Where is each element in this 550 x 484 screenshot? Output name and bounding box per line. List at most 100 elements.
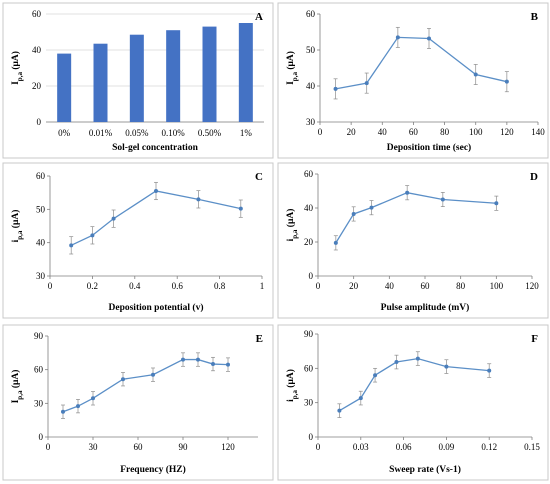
bar [166,30,181,123]
data-point [394,360,399,365]
panel-letter: D [530,171,538,183]
y-tick-label: 40 [32,45,42,55]
bar [238,23,253,122]
x-axis-label: Frequency (HZ) [120,464,186,475]
x-tick-label: 0.12 [481,442,497,452]
x-tick-label: 140 [531,127,545,137]
data-point [61,409,65,414]
x-tick-label: 0 [316,281,321,291]
x-tick-label: 20 [349,281,359,291]
data-point [121,377,125,382]
y-axis-label: ip,a (μA) [285,369,299,402]
data-point [151,372,155,377]
x-tick-label: 0 [46,442,51,452]
x-tick-label: 100 [469,127,483,137]
data-point [427,36,431,41]
data-point [351,211,356,216]
data-point [211,362,215,367]
bar [93,43,108,123]
panel-e: 0 30 60 90 Ip,a (μA) E Frequency (HZ) 0 30 60 90 12… [2,324,274,481]
y-axis-label: Ip,a (μA) [10,370,24,404]
panel-frame [277,324,549,481]
x-tick-label: 0.2 [87,281,98,291]
y-axis-label-unit: (μA) [10,370,21,391]
y-axis-label-main: i [286,399,296,402]
y-tick-label: 60 [32,9,42,19]
panel-letter: C [255,171,263,183]
x-tick-label: 0.03 [353,442,369,452]
panel-letter: E [256,333,263,345]
data-point [473,72,478,77]
panel-frame [277,162,549,319]
data-point [196,197,201,202]
y-axis-label: ip,a (μA) [285,209,299,242]
x-tick-label: 0.50% [198,128,222,138]
x-tick-label: 0.06 [396,442,412,452]
y-axis-label-main: I [286,81,296,85]
y-axis-label-sub: p,a [16,390,24,400]
y-axis-label-main: I [11,399,21,403]
data-point [358,396,363,401]
y-tick-label: 20 [32,81,42,91]
y-axis-label-unit: (μA) [10,51,21,72]
x-tick-label: 0.09 [439,442,455,452]
data-point [369,205,374,210]
x-tick-label: 60 [421,281,431,291]
x-tick-label: 120 [221,442,235,452]
x-tick-label: 80 [456,281,466,291]
y-axis-label: Ip,a (μA) [285,51,299,85]
data-point [154,189,158,193]
x-axis-label: Deposition time (sec) [387,142,471,153]
x-tick-label: 20 [347,127,357,137]
x-tick-label: 0% [58,128,71,138]
bar [202,26,217,123]
panel-f: 0 30 60 90 ip,a (μA) F Sweep rate (Vs-1) 0 0.03 0… [277,324,549,481]
x-tick-label: 80 [440,127,450,137]
panel-letter: A [255,11,263,23]
y-tick-label: 60 [304,363,314,373]
y-axis-label-unit: (μA) [285,51,296,72]
x-tick-label: 0.10% [162,128,186,138]
y-axis-label-sub: p,a [291,72,299,82]
y-tick-label: 20 [304,237,314,247]
y-tick-label: 40 [36,238,46,248]
panel-frame [2,324,274,481]
data-point [333,240,338,245]
panel-letter: B [531,11,539,23]
data-point [405,190,410,195]
y-axis-label: Ip,a (μA) [10,51,24,85]
x-tick-label: 120 [525,281,539,291]
y-axis-label-unit: (μA) [10,210,21,231]
y-tick-label: 60 [304,169,314,179]
y-tick-label: 50 [36,204,46,214]
data-point [337,408,342,413]
x-tick-label: 40 [385,281,395,291]
x-axis-label: Deposition potential (v) [109,302,204,313]
data-point [415,356,420,361]
x-tick-label: 0.8 [214,281,226,291]
x-tick-label: 40 [378,127,388,137]
data-point [90,233,95,238]
x-tick-label: 0.05% [125,128,149,138]
y-tick-label: 90 [34,331,44,341]
y-axis-label-unit: (μA) [285,369,296,390]
x-tick-label: 1 [260,281,265,291]
x-tick-label: 0.15 [524,442,540,452]
x-tick-label: 1% [240,128,253,138]
y-tick-label: 60 [36,171,46,181]
panel-a: 0 20 40 60 Ip,a (μA) A Sol-gel concentration 0%… [2,2,274,159]
y-tick-label: 30 [36,271,46,281]
x-tick-label: 0 [316,442,321,452]
data-point [181,357,185,362]
y-tick-label: 30 [304,398,314,408]
x-tick-label: 120 [500,127,514,137]
x-tick-label: 60 [409,127,419,137]
y-axis-label-sub: p,a [291,229,299,239]
y-axis-label-sub: p,a [291,390,299,400]
x-tick-label: 0 [318,127,323,137]
y-tick-label: 60 [34,365,44,375]
panel-b: 30 40 50 60 Ip,a (μA) B Deposition time (sec) 0… [277,2,549,159]
data-point [395,35,400,40]
data-point [333,86,338,91]
